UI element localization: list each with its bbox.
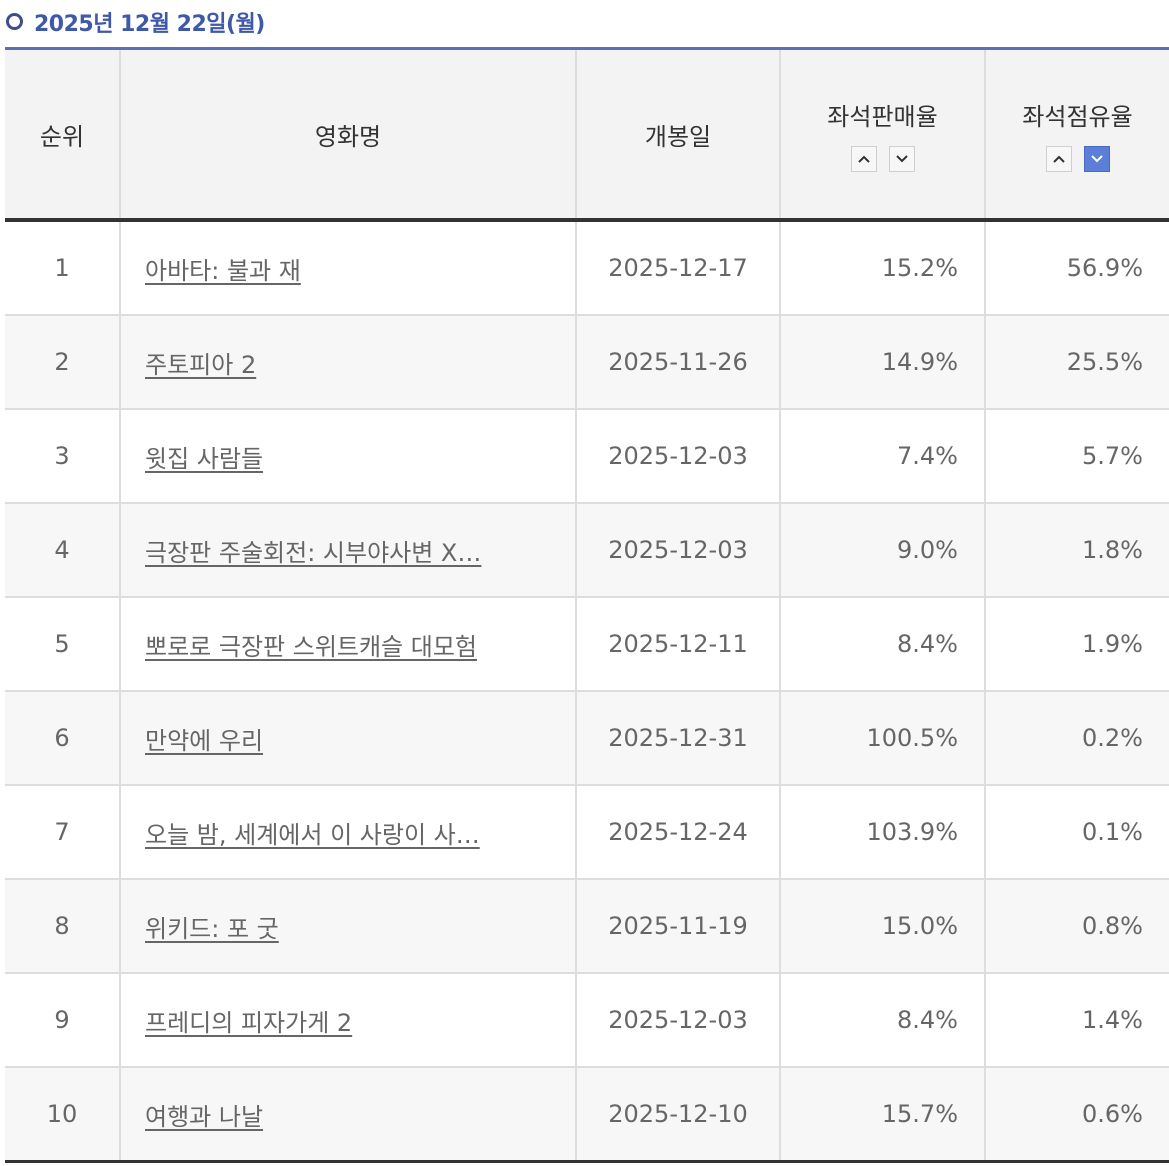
chevron-up-icon: [1052, 155, 1065, 163]
sort-ascending-button[interactable]: [850, 145, 877, 172]
table-row: 7 오늘 밤, 세계에서 이 사랑이 사… 2025-12-24 103.9% 0.1%: [5, 785, 1169, 880]
seat-sales-rate-cell: 8.4%: [779, 973, 985, 1068]
chevron-down-icon: [1090, 154, 1103, 162]
title-cell: 만약에 우리: [119, 691, 576, 786]
release-date-cell: 2025-12-10: [575, 1067, 780, 1163]
table-row: 4 극장판 주술회전: 시부야사변 X… 2025-12-03 9.0% 1.8%: [5, 503, 1169, 598]
movie-title-link[interactable]: 주토피아 2: [145, 350, 257, 379]
seat-sales-rate-cell: 7.4%: [779, 409, 985, 504]
table-row: 9 프레디의 피자가게 2 2025-12-03 8.4% 1.4%: [5, 973, 1169, 1068]
seat-share-cell: 1.4%: [984, 973, 1169, 1068]
movie-title-link[interactable]: 윗집 사람들: [145, 444, 264, 473]
rank-cell: 5: [5, 597, 120, 692]
sort-descending-button-active[interactable]: [1083, 145, 1110, 172]
seat-share-cell: 0.6%: [984, 1067, 1169, 1163]
sort-descending-button[interactable]: [888, 145, 915, 172]
sort-buttons-seat-sales-rate: [781, 145, 984, 172]
release-date-cell: 2025-12-11: [575, 597, 780, 692]
rank-cell: 7: [5, 785, 120, 880]
seat-share-cell: 25.5%: [984, 315, 1169, 410]
table-row: 10 여행과 나날 2025-12-10 15.7% 0.6%: [5, 1067, 1169, 1163]
release-date-cell: 2025-12-31: [575, 691, 780, 786]
release-date-cell: 2025-11-19: [575, 879, 780, 974]
seat-sales-rate-cell: 103.9%: [779, 785, 985, 880]
movie-title-link[interactable]: 오늘 밤, 세계에서 이 사랑이 사…: [145, 820, 480, 849]
table-row: 5 뽀로로 극장판 스위트캐슬 대모험 2025-12-11 8.4% 1.9%: [5, 597, 1169, 692]
title-cell: 주토피아 2: [119, 315, 576, 410]
seat-sales-rate-cell: 14.9%: [779, 315, 985, 410]
title-cell: 위키드: 포 굿: [119, 879, 576, 974]
release-date-cell: 2025-11-26: [575, 315, 780, 410]
seat-share-cell: 0.1%: [984, 785, 1169, 880]
rank-cell: 1: [5, 220, 120, 316]
movie-title-link[interactable]: 아바타: 불과 재: [145, 256, 301, 285]
movie-title-link[interactable]: 만약에 우리: [145, 726, 264, 755]
rank-cell: 4: [5, 503, 120, 598]
column-header-rank: 순위: [5, 50, 120, 222]
column-header-release: 개봉일: [575, 50, 780, 222]
header-divider: [5, 47, 1169, 50]
circle-bullet-icon: [6, 13, 23, 30]
release-date-cell: 2025-12-03: [575, 503, 780, 598]
seat-share-cell: 1.8%: [984, 503, 1169, 598]
chevron-down-icon: [895, 154, 908, 162]
release-date-cell: 2025-12-03: [575, 973, 780, 1068]
release-date-cell: 2025-12-03: [575, 409, 780, 504]
column-header-seat-sales-rate: 좌석판매율: [779, 50, 985, 222]
title-cell: 여행과 나날: [119, 1067, 576, 1163]
table-row: 2 주토피아 2 2025-11-26 14.9% 25.5%: [5, 315, 1169, 410]
sort-ascending-button[interactable]: [1045, 145, 1072, 172]
rank-cell: 3: [5, 409, 120, 504]
seat-share-cell: 56.9%: [984, 220, 1169, 316]
seat-sales-rate-cell: 15.2%: [779, 220, 985, 316]
date-heading: 2025년 12월 22일(월): [34, 12, 265, 37]
title-cell: 오늘 밤, 세계에서 이 사랑이 사…: [119, 785, 576, 880]
table-row: 6 만약에 우리 2025-12-31 100.5% 0.2%: [5, 691, 1169, 786]
title-cell: 아바타: 불과 재: [119, 220, 576, 316]
sort-buttons-seat-share: [986, 145, 1169, 172]
column-header-title: 영화명: [119, 50, 576, 222]
date-header: 2025년 12월 22일(월): [0, 0, 1169, 48]
seat-sales-rate-cell: 8.4%: [779, 597, 985, 692]
rank-cell: 9: [5, 973, 120, 1068]
seat-share-table: 순위 영화명 개봉일 좌석판매율 좌석점유율: [5, 50, 1169, 1163]
movie-title-link[interactable]: 위키드: 포 굿: [145, 914, 279, 943]
seat-share-cell: 5.7%: [984, 409, 1169, 504]
table-row: 8 위키드: 포 굿 2025-11-19 15.0% 0.8%: [5, 879, 1169, 974]
movie-title-link[interactable]: 여행과 나날: [145, 1102, 264, 1131]
release-date-cell: 2025-12-17: [575, 220, 780, 316]
title-cell: 뽀로로 극장판 스위트캐슬 대모험: [119, 597, 576, 692]
column-header-seat-share: 좌석점유율: [984, 50, 1169, 222]
seat-sales-rate-cell: 15.7%: [779, 1067, 985, 1163]
rank-cell: 10: [5, 1067, 120, 1163]
seat-sales-rate-cell: 100.5%: [779, 691, 985, 786]
seat-share-cell: 1.9%: [984, 597, 1169, 692]
rank-cell: 8: [5, 879, 120, 974]
seat-sales-rate-cell: 9.0%: [779, 503, 985, 598]
chevron-up-icon: [857, 155, 870, 163]
table-header-row: 순위 영화명 개봉일 좌석판매율 좌석점유율: [5, 50, 1169, 222]
title-cell: 극장판 주술회전: 시부야사변 X…: [119, 503, 576, 598]
seat-share-cell: 0.2%: [984, 691, 1169, 786]
title-cell: 프레디의 피자가게 2: [119, 973, 576, 1068]
movie-title-link[interactable]: 뽀로로 극장판 스위트캐슬 대모험: [145, 632, 478, 661]
seat-sales-rate-cell: 15.0%: [779, 879, 985, 974]
release-date-cell: 2025-12-24: [575, 785, 780, 880]
title-cell: 윗집 사람들: [119, 409, 576, 504]
table-row: 1 아바타: 불과 재 2025-12-17 15.2% 56.9%: [5, 220, 1169, 316]
rank-cell: 6: [5, 691, 120, 786]
movie-title-link[interactable]: 극장판 주술회전: 시부야사변 X…: [145, 538, 482, 567]
movie-title-link[interactable]: 프레디의 피자가게 2: [145, 1008, 353, 1037]
table-row: 3 윗집 사람들 2025-12-03 7.4% 5.7%: [5, 409, 1169, 504]
seat-share-cell: 0.8%: [984, 879, 1169, 974]
rank-cell: 2: [5, 315, 120, 410]
